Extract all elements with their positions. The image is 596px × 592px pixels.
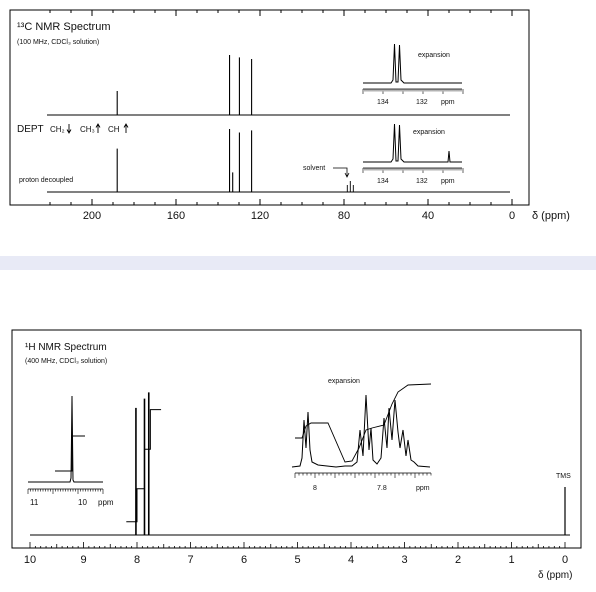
inset-integral bbox=[55, 435, 85, 472]
down-arrow-icon bbox=[66, 124, 72, 134]
solvent-pointer-icon bbox=[333, 167, 350, 178]
solvent-peak bbox=[346, 181, 354, 192]
inset-unit: ppm bbox=[441, 178, 455, 185]
decoupled-peaks bbox=[116, 129, 354, 192]
axis-tick-label: 3 bbox=[401, 554, 407, 566]
inset-tick-label: 132 bbox=[416, 178, 428, 185]
inset-unit: ppm bbox=[98, 498, 114, 507]
c13-panel: ¹³C NMR Spectrum (100 MHz, CDCl₃ solutio… bbox=[9, 9, 570, 222]
inset-tick-label: 132 bbox=[416, 99, 428, 106]
up-arrow-icon bbox=[123, 123, 129, 133]
h1-x-axis: 10 9 8 7 6 5 4 3 2 1 0 bbox=[24, 542, 568, 566]
c13-title: ¹³C NMR Spectrum bbox=[17, 21, 111, 33]
axis-tick-label: 200 bbox=[83, 210, 101, 222]
axis-tick-label: 80 bbox=[338, 210, 350, 222]
inset-ticks bbox=[362, 168, 464, 173]
axis-tick-label: 6 bbox=[241, 554, 247, 566]
dept-legend-ch3: CH₃ bbox=[80, 125, 95, 134]
axis-tick-label: 8 bbox=[134, 554, 140, 566]
inset-tick-label: 10 bbox=[78, 498, 87, 507]
inset-label: expansion bbox=[328, 378, 360, 385]
axis-tick-label: 0 bbox=[509, 210, 515, 222]
inset-trace bbox=[363, 43, 462, 84]
axis-tick-label: 1 bbox=[508, 554, 514, 566]
h1-title: ¹H NMR Spectrum bbox=[25, 342, 107, 353]
panel-separator bbox=[0, 256, 596, 270]
inset-label: expansion bbox=[413, 129, 445, 136]
dept-legend-ch2: CH₂ bbox=[50, 125, 65, 134]
axis-tick-label: 7 bbox=[187, 554, 193, 566]
axis-tick-label: 0 bbox=[562, 554, 568, 566]
solvent-label: solvent bbox=[303, 165, 325, 172]
inset-tick-label: 7.8 bbox=[377, 485, 387, 492]
axis-tick-label: 160 bbox=[167, 210, 185, 222]
axis-tick-label: 2 bbox=[455, 554, 461, 566]
h1-panel: ¹H NMR Spectrum (400 MHz, CDCl₃ solution… bbox=[11, 329, 582, 581]
axis-tick-label: 9 bbox=[80, 554, 86, 566]
dept-legend-ch: CH bbox=[108, 125, 120, 134]
h1-frame bbox=[11, 329, 582, 549]
c13-decoupled-expansion-inset: expansion 134 132 ppm bbox=[362, 123, 464, 185]
inset-ticks bbox=[362, 89, 464, 94]
axis-tick-label: 5 bbox=[294, 554, 300, 566]
inset-tick-label: 134 bbox=[377, 99, 389, 106]
dept-peaks bbox=[116, 55, 253, 115]
axis-tick-label: 40 bbox=[422, 210, 434, 222]
tms-label: TMS bbox=[556, 473, 571, 480]
c13-dept-expansion-inset: expansion 134 132 ppm bbox=[362, 43, 464, 106]
c13-xlabel: δ (ppm) bbox=[532, 210, 570, 222]
inset-trace bbox=[363, 123, 462, 163]
multiplet-expansion-inset: expansion 8 7.8 ppm bbox=[291, 378, 432, 492]
inset-label: expansion bbox=[418, 52, 450, 59]
c13-x-axis: 200 160 120 80 40 0 bbox=[49, 199, 515, 222]
axis-tick-label: 10 bbox=[24, 554, 36, 566]
c13-subtitle: (100 MHz, CDCl₃ solution) bbox=[17, 39, 99, 46]
inset-tick-label: 134 bbox=[377, 178, 389, 185]
inset-trace bbox=[28, 395, 103, 483]
h1-subtitle: (400 MHz, CDCl₃ solution) bbox=[25, 358, 107, 365]
proton-decoupled-label: proton decoupled bbox=[19, 177, 73, 184]
up-arrow-icon bbox=[95, 123, 101, 133]
inset-unit: ppm bbox=[441, 99, 455, 106]
integration-curve bbox=[126, 409, 162, 523]
c13-top-ticks bbox=[49, 10, 513, 16]
h1-xlabel: δ (ppm) bbox=[538, 570, 572, 581]
aldehyde-inset: 11 10 ppm bbox=[27, 395, 114, 507]
inset-integral bbox=[295, 383, 432, 463]
inset-ticks bbox=[294, 473, 432, 478]
inset-trace bbox=[291, 394, 431, 468]
dept-label: DEPT bbox=[17, 124, 44, 135]
h1-peaks bbox=[135, 392, 150, 535]
axis-tick-label: 4 bbox=[348, 554, 354, 566]
inset-tick-label: 8 bbox=[313, 485, 317, 492]
inset-tick-label: 11 bbox=[30, 498, 39, 507]
axis-tick-label: 120 bbox=[251, 210, 269, 222]
c13-frame bbox=[9, 9, 530, 206]
inset-ticks bbox=[27, 489, 104, 494]
inset-unit: ppm bbox=[416, 485, 430, 492]
